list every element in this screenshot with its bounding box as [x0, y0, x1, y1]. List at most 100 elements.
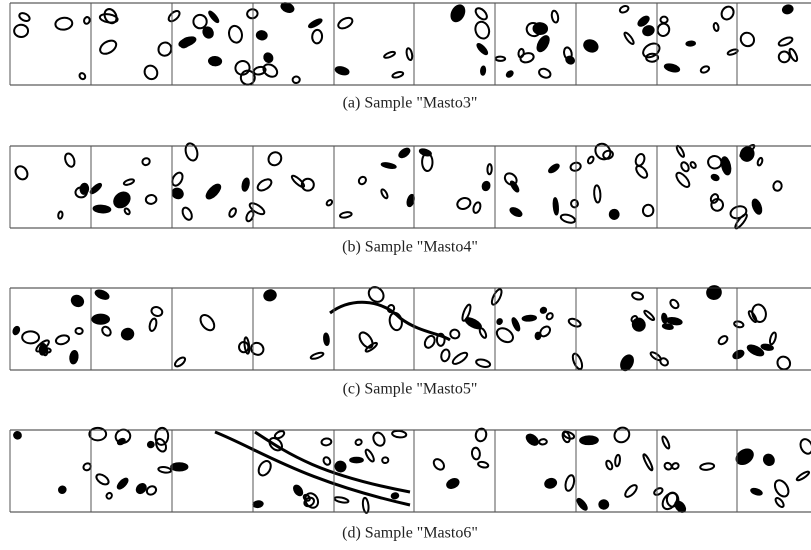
blob — [522, 315, 536, 321]
blob — [141, 157, 151, 166]
blob — [580, 436, 598, 444]
page: (a) Sample "Masto3" (b) Sample "Masto4" … — [0, 0, 811, 550]
blob — [249, 340, 266, 357]
blob — [623, 31, 635, 45]
blob — [335, 66, 349, 76]
blob — [509, 206, 523, 217]
blob — [12, 326, 20, 335]
blob — [392, 71, 404, 79]
blob — [599, 500, 608, 509]
blob — [256, 177, 274, 193]
blob — [772, 478, 791, 499]
blob — [116, 477, 129, 490]
blob — [105, 492, 112, 500]
blob — [762, 453, 776, 467]
blob — [292, 76, 300, 83]
blob — [623, 483, 638, 499]
blob — [148, 318, 157, 332]
blob — [326, 199, 334, 206]
blob — [663, 462, 673, 471]
blob — [535, 34, 551, 53]
blob — [506, 70, 514, 78]
blob — [778, 36, 794, 47]
blob — [775, 354, 793, 372]
blob — [481, 66, 486, 75]
blob — [340, 211, 353, 218]
blob — [256, 31, 267, 41]
blob — [124, 208, 131, 216]
blob — [94, 289, 109, 301]
blob — [55, 334, 70, 346]
blob — [350, 458, 363, 463]
blob — [198, 312, 217, 332]
blob — [473, 20, 491, 40]
blob — [22, 331, 39, 343]
caption: (c) Sample "Masto5" — [343, 381, 478, 398]
blob — [145, 194, 157, 204]
blob — [208, 10, 220, 23]
blob — [619, 5, 630, 14]
blob — [193, 14, 207, 28]
blob — [494, 325, 515, 345]
blob — [58, 485, 67, 494]
blob — [334, 460, 348, 473]
blob — [751, 198, 763, 215]
blob — [643, 310, 655, 322]
blob — [253, 501, 263, 508]
blob — [93, 205, 110, 213]
blob — [476, 43, 489, 56]
blob — [142, 63, 160, 81]
blob — [248, 201, 266, 216]
blob — [173, 356, 186, 368]
blob — [70, 294, 85, 308]
blob — [582, 38, 599, 53]
blob — [263, 289, 277, 302]
blob — [675, 145, 685, 158]
blob — [100, 325, 112, 337]
blob — [419, 148, 432, 157]
blob — [738, 30, 757, 49]
blob — [184, 142, 200, 162]
blob — [656, 22, 671, 38]
blob — [525, 433, 540, 447]
blob — [95, 472, 111, 486]
blob — [798, 437, 811, 455]
blob — [156, 40, 174, 58]
blob — [631, 291, 643, 300]
blob — [773, 181, 783, 192]
blob — [750, 488, 762, 496]
blob — [83, 16, 90, 24]
blob — [355, 438, 363, 445]
blob — [13, 431, 22, 440]
blob — [381, 162, 396, 169]
blob — [664, 63, 680, 73]
blob — [63, 152, 76, 168]
blob — [642, 453, 654, 471]
blob — [734, 213, 749, 230]
blob — [769, 332, 777, 345]
blob — [209, 57, 222, 66]
blob — [487, 164, 492, 174]
blob — [324, 333, 330, 345]
blob — [92, 315, 109, 324]
blob — [732, 349, 745, 360]
blob — [720, 156, 732, 175]
blob — [69, 350, 78, 363]
caption: (b) Sample "Masto4" — [342, 239, 478, 256]
blob — [594, 185, 601, 203]
blob — [674, 171, 691, 189]
blob — [263, 52, 274, 64]
blob — [472, 201, 482, 213]
blob — [540, 307, 547, 314]
blob — [630, 316, 647, 333]
blob — [382, 457, 388, 463]
blob — [391, 493, 398, 499]
blob — [551, 10, 559, 23]
blob — [135, 482, 148, 495]
blob — [406, 48, 414, 61]
blob — [228, 207, 237, 218]
blob — [75, 328, 83, 334]
blob — [611, 425, 632, 446]
blob — [634, 164, 649, 180]
blob — [496, 57, 506, 61]
